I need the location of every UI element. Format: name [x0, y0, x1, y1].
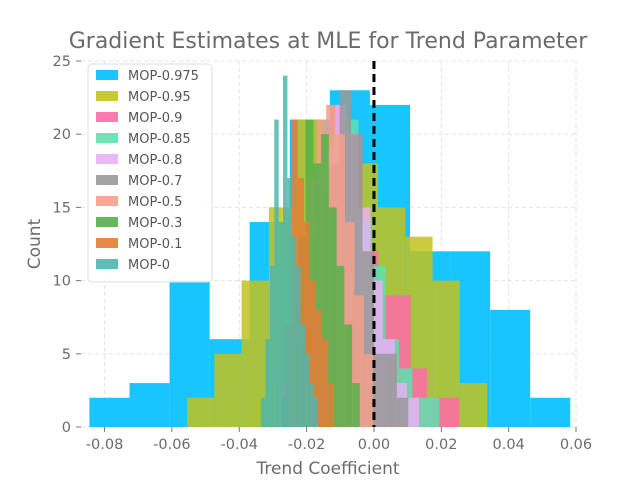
histogram-bar — [354, 295, 364, 427]
histogram-bar — [406, 397, 420, 427]
histogram-bar — [425, 397, 440, 427]
histogram-bar — [129, 383, 170, 427]
histogram-bar — [313, 397, 319, 427]
histogram-bar — [328, 207, 337, 427]
legend: MOP-0.975 MOP-0.95 MOP-0.9 MOP-0.85 MOP-0.8 M… — [87, 63, 213, 283]
legend-swatch — [96, 259, 118, 269]
histogram-bar — [261, 397, 266, 427]
legend-box — [87, 63, 213, 283]
histogram-bar — [442, 397, 460, 427]
histogram-bar — [303, 222, 310, 427]
x-tick-label: 0.06 — [560, 437, 592, 453]
legend-swatch — [96, 154, 118, 164]
histogram-bar — [296, 265, 301, 427]
legend-label: MOP-0.8 — [128, 153, 182, 168]
y-axis-label: Count — [25, 218, 45, 269]
series-mop-0 — [261, 75, 319, 427]
histogram-bar — [490, 309, 531, 427]
legend-label: MOP-0.95 — [128, 90, 191, 105]
x-tick-label: 0.02 — [425, 437, 457, 453]
histogram-bar — [309, 383, 314, 427]
y-tick-label: 5 — [62, 347, 71, 363]
legend-label: MOP-0.1 — [128, 237, 182, 252]
legend-label: MOP-0.85 — [128, 132, 191, 147]
histogram-bar — [396, 397, 409, 427]
x-tick-label: 0.04 — [493, 437, 525, 453]
legend-label: MOP-0.975 — [128, 69, 199, 84]
histogram-bar — [309, 280, 317, 427]
y-tick-label: 15 — [53, 200, 71, 216]
x-tick-label: 0.00 — [358, 437, 390, 453]
x-axis: -0.08 -0.06 -0.04 -0.02 0.00 0.02 0.04 0.06 — [86, 427, 592, 453]
histogram-bar — [313, 163, 322, 428]
histogram-bar — [321, 134, 329, 427]
histogram-bar — [351, 134, 363, 427]
chart-title: Gradient Estimates at MLE for Trend Para… — [69, 29, 588, 54]
histogram-bar — [363, 353, 374, 427]
x-tick-label: -0.04 — [220, 437, 258, 453]
histogram-bar — [385, 353, 397, 427]
legend-label: MOP-0 — [128, 258, 170, 273]
histogram-bar — [287, 178, 292, 427]
x-tick-label: -0.02 — [288, 437, 326, 453]
histogram-bar — [297, 178, 304, 427]
x-tick-label: -0.08 — [86, 437, 124, 453]
x-tick-label: -0.06 — [153, 437, 191, 453]
histogram-bar — [336, 265, 345, 427]
legend-swatch — [96, 175, 118, 185]
x-axis-label: Trend Coefficient — [255, 459, 399, 479]
histogram-bar — [283, 75, 288, 427]
y-axis: 0 5 10 15 20 25 — [53, 54, 81, 436]
legend-label: MOP-0.5 — [128, 195, 182, 210]
histogram-bar — [300, 324, 305, 427]
histogram-bar — [278, 222, 284, 427]
histogram-bar — [89, 397, 130, 427]
histogram-bar — [322, 339, 329, 427]
histogram-bar — [214, 353, 242, 427]
legend-swatch — [96, 196, 118, 206]
histogram-bar — [459, 383, 488, 427]
histogram-bar — [344, 324, 353, 427]
y-tick-label: 25 — [53, 54, 71, 70]
legend-label: MOP-0.7 — [128, 174, 182, 189]
y-tick-label: 20 — [53, 127, 71, 143]
legend-swatch — [96, 133, 118, 143]
legend-swatch — [96, 217, 118, 227]
histogram-bar — [352, 383, 360, 427]
y-tick-label: 0 — [62, 420, 71, 436]
legend-swatch — [96, 70, 118, 80]
legend-label: MOP-0.9 — [128, 111, 182, 126]
histogram-bar — [265, 339, 270, 427]
histogram-bar — [269, 265, 275, 427]
histogram-bar — [291, 236, 297, 427]
histogram-bar — [530, 397, 571, 427]
histogram-bar — [304, 353, 310, 427]
histogram-bar — [362, 251, 374, 427]
legend-label: MOP-0.3 — [128, 216, 182, 231]
histogram-bar — [187, 397, 215, 427]
histogram-bar — [274, 119, 279, 427]
histogram-bars — [89, 75, 571, 428]
histogram-bar — [373, 353, 386, 427]
y-tick-label: 10 — [53, 274, 71, 290]
legend-swatch — [96, 112, 118, 122]
histogram-bar — [328, 383, 335, 427]
legend-swatch — [96, 91, 118, 101]
legend-swatch — [96, 238, 118, 248]
histogram-bar — [316, 309, 323, 427]
